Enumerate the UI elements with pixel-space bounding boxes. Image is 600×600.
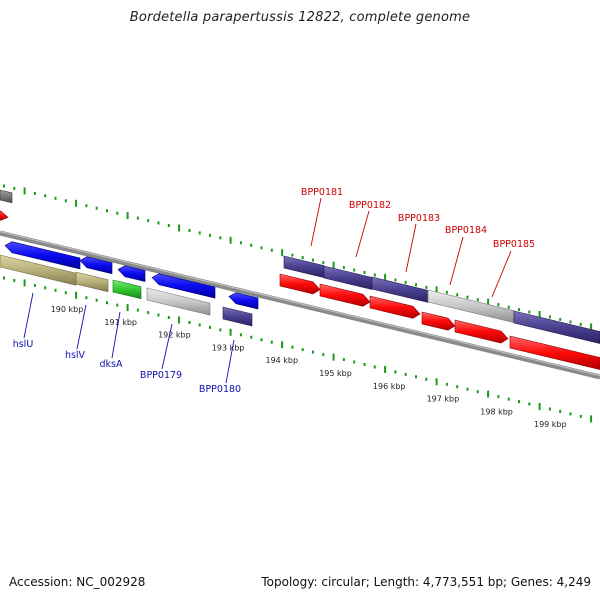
gene-blue-bpp0179[interactable] — [151, 273, 216, 299]
scale-labels: 190 kbp 191 kbp 192 kbp 193 kbp 194 kbp 195 k… — [51, 305, 567, 429]
gene-blue-dksa[interactable] — [117, 265, 146, 282]
gene-label-hslv[interactable]: hslV — [65, 350, 86, 361]
gene-labels: BPP0181 BPP0182 BPP0183 BPP0184 BPP0185 … — [13, 187, 535, 395]
gene-navy-bpp0182[interactable] — [323, 265, 373, 290]
gene-blue-hslu[interactable] — [4, 241, 81, 270]
leader-line-red — [310, 197, 322, 247]
gene-blue-hslv[interactable] — [79, 256, 113, 275]
leader-line-red — [449, 236, 464, 286]
scale-label: 194 kbp — [265, 356, 298, 365]
gene-khaki-hslv[interactable] — [75, 271, 109, 293]
gene-label-bpp0181[interactable]: BPP0181 — [301, 187, 343, 198]
gene-red-bpp0181[interactable] — [279, 273, 321, 295]
gene-label-bpp0180[interactable]: BPP0180 — [199, 384, 241, 395]
gene-red-bpp0184[interactable] — [421, 311, 456, 331]
scale-label: 191 kbp — [104, 318, 137, 327]
lower-tick-row — [3, 276, 593, 423]
scale-label: 190 kbp — [51, 305, 84, 314]
gene-khaki-hslu[interactable] — [0, 254, 77, 286]
gene-blue-bpp0180[interactable] — [228, 292, 259, 310]
leader-line-red — [355, 210, 370, 258]
upper-tick-row — [3, 184, 593, 331]
leader-line-blue — [23, 292, 34, 339]
leader-line-blue — [161, 323, 173, 370]
map-title: Bordetella parapertussis 12822, complete… — [129, 10, 471, 25]
genome-backbone — [0, 230, 600, 380]
scale-label: 192 kbp — [158, 331, 191, 340]
scale-label: 197 kbp — [427, 395, 460, 404]
gene-red-stub[interactable] — [0, 210, 9, 221]
gene-red-bpp0185[interactable] — [454, 319, 509, 344]
gene-features — [0, 189, 600, 370]
gene-navy-bpp0181[interactable] — [283, 255, 325, 278]
gene-navy-bpp0185[interactable] — [513, 310, 600, 344]
scale-label: 199 kbp — [534, 420, 567, 429]
backbone-line — [0, 230, 600, 380]
gene-navy-bpp0183[interactable] — [371, 276, 429, 303]
gene-red-bpp0182[interactable] — [319, 283, 371, 307]
scale-label: 195 kbp — [319, 369, 352, 378]
gene-label-bpp0184[interactable]: BPP0184 — [445, 225, 487, 236]
gene-red-next[interactable] — [509, 335, 600, 370]
scale-label: 198 kbp — [480, 407, 513, 416]
leader-line-blue — [111, 311, 121, 359]
gene-label-bpp0185[interactable]: BPP0185 — [493, 239, 535, 250]
gene-green-dksa[interactable] — [112, 279, 142, 300]
leader-line-red — [405, 223, 417, 273]
gene-label-bpp0179[interactable]: BPP0179 — [140, 370, 182, 381]
gene-red-bpp0183[interactable] — [369, 295, 421, 319]
leader-line-blue — [76, 304, 87, 350]
gene-label-bpp0183[interactable]: BPP0183 — [398, 213, 440, 224]
gene-navy-bpp0180[interactable] — [222, 306, 253, 327]
leader-line-blue — [225, 339, 235, 384]
leader-line-red — [491, 250, 512, 298]
accession-text: Accession: NC_002928 — [9, 575, 146, 589]
gene-label-hslu[interactable]: hslU — [13, 339, 34, 350]
gene-gray-bpp0179[interactable] — [146, 287, 211, 316]
label-leaders — [23, 197, 512, 384]
gene-label-dksa[interactable]: dksA — [100, 359, 123, 370]
gene-dark-stub[interactable] — [0, 189, 13, 204]
gene-label-bpp0182[interactable]: BPP0182 — [349, 200, 391, 211]
genome-summary-text: Topology: circular; Length: 4,773,551 bp… — [261, 575, 591, 589]
backbone-highlight — [0, 231, 600, 377]
scale-label: 193 kbp — [212, 343, 245, 352]
scale-label: 196 kbp — [373, 382, 406, 391]
